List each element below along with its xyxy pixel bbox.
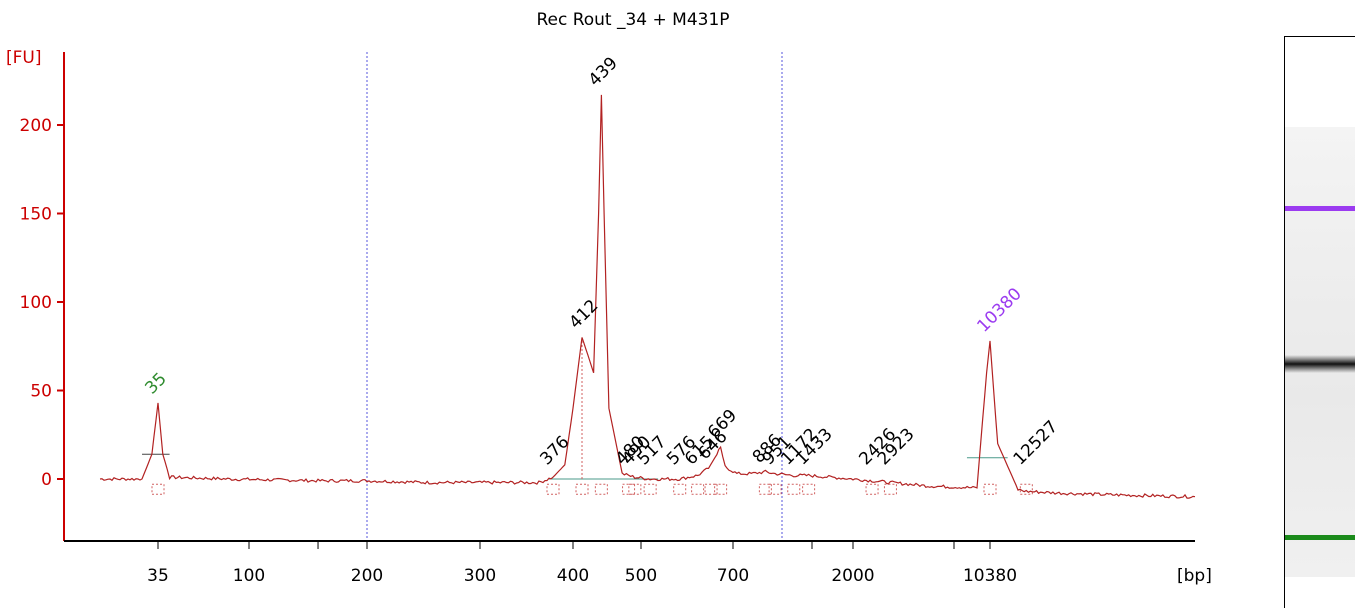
peak-box-517: [643, 483, 657, 495]
peak-box-1172: [787, 483, 801, 495]
peak-label-376: 376: [536, 432, 573, 469]
peak-box-439: [594, 483, 608, 495]
peak-box-2426: [865, 483, 879, 495]
peak-label-12527: 12527: [1010, 417, 1062, 469]
peak-box-480: [622, 483, 636, 495]
peak-label-35: 35: [141, 369, 170, 398]
peak-box-669: [714, 483, 728, 495]
gel-band-sample: [1285, 355, 1355, 373]
electropherogram-chart: Rec Rout _34 + M431P [FU] [bp] 0 50 100 150…: [6, 10, 1212, 586]
peak-box-490: [628, 483, 642, 495]
peak-box-576: [673, 483, 687, 495]
peak-box-376: [546, 483, 560, 495]
x-tick-label-300: 300: [464, 566, 496, 586]
y-tick-label-50: 50: [30, 382, 52, 402]
peak-box-2923: [883, 483, 897, 495]
x-tick-label-200: 200: [351, 566, 383, 586]
x-tick-label-10380: 10380: [963, 566, 1017, 586]
x-tick-label-700: 700: [717, 566, 749, 586]
peak-box-1433: [802, 483, 816, 495]
peak-box-35: [151, 483, 165, 495]
y-tick-label-150: 150: [20, 205, 52, 225]
peak-box-12527: [1019, 483, 1033, 495]
gel-band-upper-marker: [1285, 206, 1355, 211]
x-axis-label: [bp]: [1177, 566, 1212, 586]
y-tick-label-0: 0: [41, 470, 52, 490]
peak-label-10380: 10380: [973, 284, 1025, 336]
peak-box-10380: [983, 483, 997, 495]
peak-box-951: [768, 483, 782, 495]
y-tick-label-200: 200: [20, 116, 52, 136]
peak-label-439: 439: [585, 53, 622, 90]
peak-box-646: [704, 483, 718, 495]
peak-box-615: [691, 483, 705, 495]
x-tick-label-35: 35: [147, 566, 169, 586]
chart-title: Rec Rout _34 + M431P: [536, 10, 729, 30]
peak-box-886: [758, 483, 772, 495]
x-tick-label-500: 500: [625, 566, 657, 586]
gel-background: [1285, 127, 1355, 577]
x-tick-label-400: 400: [557, 566, 589, 586]
y-tick-label-100: 100: [20, 293, 52, 313]
peak-label-412: 412: [565, 296, 602, 333]
x-tick-label-100: 100: [233, 566, 265, 586]
y-axis-label: [FU]: [6, 48, 42, 68]
gel-band-lower-marker: [1285, 535, 1355, 540]
peak-box-412: [575, 483, 589, 495]
trace-line: [99, 94, 1196, 499]
gel-lane: [1284, 36, 1355, 608]
x-tick-label-2000: 2000: [831, 566, 874, 586]
